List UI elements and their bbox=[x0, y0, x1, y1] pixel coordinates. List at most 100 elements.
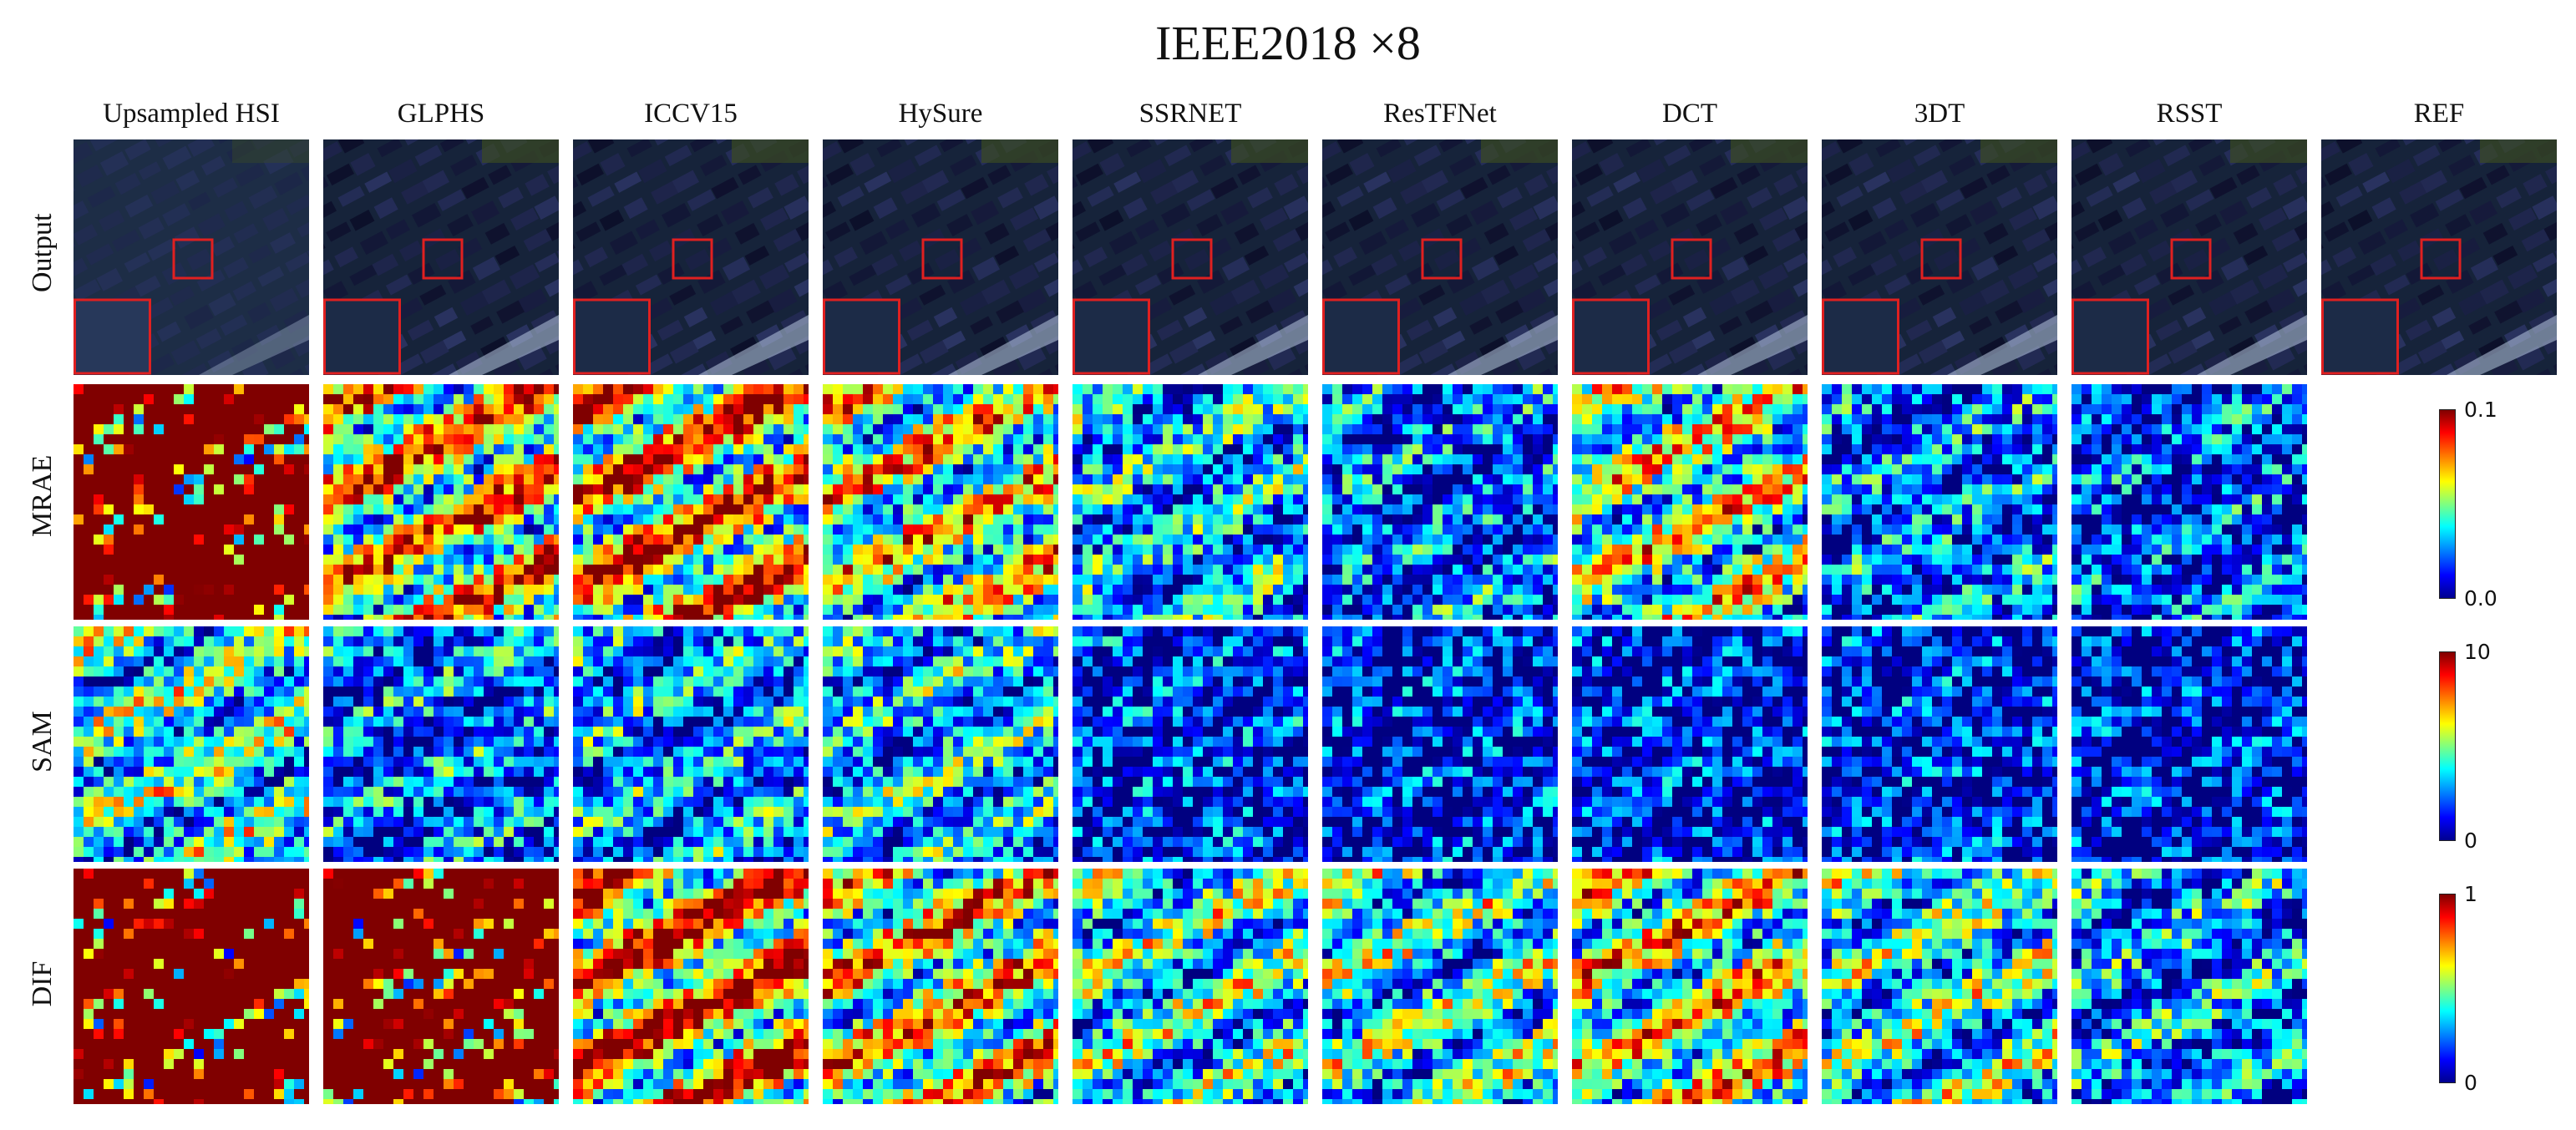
error-pixel bbox=[403, 585, 413, 595]
error-pixel bbox=[323, 464, 333, 474]
building-block bbox=[573, 141, 592, 164]
error-pixel bbox=[423, 565, 434, 575]
building-block bbox=[1043, 276, 1058, 297]
building-block bbox=[2122, 197, 2147, 220]
error-pixel bbox=[773, 504, 783, 514]
building-block bbox=[1970, 200, 1998, 225]
error-pixel bbox=[134, 524, 144, 535]
error-pixel bbox=[953, 434, 963, 444]
error-pixel bbox=[794, 545, 804, 555]
error-pixel bbox=[494, 555, 504, 565]
error-pixel bbox=[823, 535, 833, 545]
building-block bbox=[2400, 139, 2426, 146]
error-pixel bbox=[1013, 555, 1023, 565]
error-pixel bbox=[393, 605, 403, 615]
error-pixel bbox=[454, 444, 464, 454]
error-pixel bbox=[554, 414, 559, 424]
error-pixel bbox=[174, 555, 184, 565]
error-pixel bbox=[1003, 474, 1013, 484]
error-pixel bbox=[194, 454, 204, 464]
error-pixel bbox=[544, 484, 554, 494]
building-block bbox=[599, 210, 625, 231]
building-block bbox=[1913, 144, 1941, 167]
error-pixel bbox=[343, 464, 353, 474]
error-pixel bbox=[114, 575, 124, 585]
building-block bbox=[518, 345, 547, 371]
error-pixel bbox=[423, 444, 434, 454]
error-pixel bbox=[993, 434, 1003, 444]
error-pixel bbox=[693, 575, 703, 585]
building-block bbox=[1433, 249, 1460, 271]
error-pixel bbox=[554, 394, 559, 404]
error-pixel bbox=[134, 565, 144, 575]
error-pixel bbox=[963, 494, 973, 504]
error-pixel bbox=[763, 575, 773, 585]
building-block bbox=[971, 256, 1001, 281]
error-pixel bbox=[923, 434, 933, 444]
error-pixel bbox=[893, 545, 903, 555]
building-block bbox=[186, 248, 213, 271]
error-pixel bbox=[484, 535, 494, 545]
error-pixel bbox=[603, 434, 613, 444]
error-pixel bbox=[913, 504, 923, 514]
error-pixel bbox=[833, 575, 843, 585]
error-pixel bbox=[104, 434, 114, 444]
error-pixel bbox=[94, 615, 104, 620]
error-pixel bbox=[1023, 504, 1033, 514]
error-pixel bbox=[933, 424, 943, 434]
error-pixel bbox=[323, 605, 333, 615]
error-pixel bbox=[693, 424, 703, 434]
error-pixel bbox=[603, 575, 613, 585]
error-pixel bbox=[573, 484, 583, 494]
building-block bbox=[364, 171, 393, 193]
error-pixel bbox=[454, 394, 464, 404]
error-pixel bbox=[304, 504, 309, 514]
building-block bbox=[1349, 153, 1375, 176]
building-block bbox=[431, 363, 459, 375]
building-block bbox=[906, 319, 934, 342]
error-pixel bbox=[294, 585, 304, 595]
error-pixel bbox=[963, 545, 973, 555]
error-pixel bbox=[703, 394, 713, 404]
error-pixel bbox=[174, 565, 184, 575]
error-pixel bbox=[953, 504, 963, 514]
error-pixel bbox=[883, 394, 893, 404]
error-pixel bbox=[1003, 424, 1013, 434]
error-pixel bbox=[703, 384, 713, 394]
error-pixel bbox=[94, 424, 104, 434]
building-block bbox=[1660, 203, 1691, 228]
error-pixel bbox=[204, 424, 214, 434]
output-image-panel bbox=[573, 139, 809, 375]
error-pixel bbox=[673, 434, 683, 444]
error-pixel bbox=[1023, 434, 1033, 444]
error-pixel bbox=[124, 404, 134, 414]
error-pixel bbox=[84, 514, 94, 524]
error-pixel bbox=[623, 414, 633, 424]
error-pixel bbox=[1033, 424, 1043, 434]
error-pixel bbox=[164, 434, 174, 444]
error-pixel bbox=[623, 494, 633, 504]
building-block bbox=[545, 216, 559, 241]
error-pixel bbox=[304, 394, 309, 404]
building-block bbox=[2406, 262, 2433, 285]
building-block bbox=[1733, 222, 1759, 245]
error-pixel bbox=[224, 535, 234, 545]
error-pixel bbox=[484, 494, 494, 504]
building-block bbox=[528, 368, 557, 375]
error-pixel bbox=[194, 494, 204, 504]
error-pixel bbox=[903, 444, 913, 454]
error-pixel bbox=[274, 384, 284, 394]
building-block bbox=[2429, 363, 2457, 375]
building-block bbox=[2420, 170, 2448, 194]
error-pixel bbox=[454, 484, 464, 494]
error-pixel bbox=[773, 424, 783, 434]
error-pixel bbox=[214, 494, 224, 504]
error-pixel bbox=[843, 575, 853, 585]
error-pixel bbox=[1053, 454, 1058, 464]
error-pixel bbox=[673, 514, 683, 524]
building-block bbox=[407, 319, 434, 342]
error-pixel bbox=[353, 605, 363, 615]
error-pixel bbox=[304, 414, 309, 424]
building-block bbox=[1325, 163, 1354, 186]
error-pixel bbox=[164, 605, 174, 615]
